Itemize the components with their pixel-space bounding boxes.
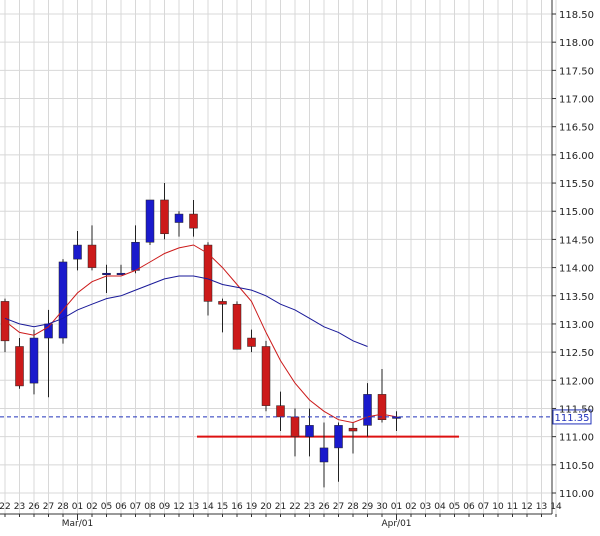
x-tick-label: 20 bbox=[260, 502, 272, 512]
x-tick-label: 15 bbox=[217, 502, 228, 512]
x-tick-label: 19 bbox=[246, 502, 258, 512]
x-tick-label: 07 bbox=[130, 502, 141, 512]
x-tick-label: 01 bbox=[72, 502, 83, 512]
candle-body bbox=[232, 303, 242, 350]
x-tick-label: 11 bbox=[507, 502, 518, 512]
y-tick-label: 115.50 bbox=[559, 179, 594, 190]
y-tick-label: 111.50 bbox=[559, 404, 594, 415]
x-tick-label: 06 bbox=[463, 502, 475, 512]
x-tick-label: 23 bbox=[14, 502, 25, 512]
candle-body bbox=[290, 416, 300, 437]
last-price-label: 111.35 bbox=[555, 413, 590, 424]
x-tick-label: 05 bbox=[449, 502, 460, 512]
x-tick-label: 29 bbox=[362, 502, 374, 512]
candle-body bbox=[247, 337, 256, 347]
x-tick-label: 26 bbox=[28, 502, 40, 512]
candle-body bbox=[189, 213, 198, 229]
x-tick-label: 09 bbox=[159, 502, 171, 512]
y-tick-label: 114.50 bbox=[559, 235, 594, 246]
candle-body bbox=[145, 199, 155, 243]
y-tick-label: 114.00 bbox=[559, 264, 594, 275]
x-tick-label: 13 bbox=[188, 502, 199, 512]
x-tick-label: 22 bbox=[0, 502, 11, 512]
tick-labels-group: 110.00 110.50 111.00 111.50 112.00 112.50 113.… bbox=[0, 10, 594, 529]
x-tick-label: 27 bbox=[333, 502, 344, 512]
x-tick-label: 06 bbox=[115, 502, 127, 512]
candle-body bbox=[58, 261, 68, 339]
candle-body bbox=[377, 394, 387, 420]
x-tick-label: 12 bbox=[173, 502, 184, 512]
x-tick-label: 30 bbox=[376, 502, 388, 512]
x-tick-label: 14 bbox=[202, 502, 214, 512]
y-tick-label: 111.00 bbox=[559, 433, 594, 444]
y-tick-label: 118.50 bbox=[559, 10, 594, 21]
y-tick-label: 112.50 bbox=[559, 348, 594, 359]
y-tick-label: 113.50 bbox=[559, 292, 594, 303]
candle-body bbox=[305, 425, 314, 437]
y-tick-label: 115.00 bbox=[559, 207, 594, 218]
candle-body bbox=[319, 447, 329, 463]
last-price-group: 111.35 bbox=[0, 409, 592, 425]
x-tick-label: 03 bbox=[420, 502, 431, 512]
candle-body bbox=[276, 405, 285, 418]
candles-group bbox=[0, 183, 401, 488]
y-tick-label: 112.00 bbox=[559, 376, 594, 387]
candle-body bbox=[392, 416, 401, 419]
slow-moving-average-line bbox=[4, 275, 368, 347]
month-label: Apr/01 bbox=[381, 519, 411, 529]
x-tick-label: 27 bbox=[43, 502, 54, 512]
candle-body bbox=[102, 272, 111, 275]
y-tick-label: 118.00 bbox=[559, 38, 594, 49]
x-tick-label: 16 bbox=[231, 502, 243, 512]
x-tick-label: 04 bbox=[434, 502, 446, 512]
y-tick-label: 117.00 bbox=[559, 95, 594, 106]
x-tick-label: 07 bbox=[478, 502, 489, 512]
moving-averages-group bbox=[4, 244, 397, 424]
x-tick-label: 05 bbox=[101, 502, 112, 512]
x-tick-label: 10 bbox=[492, 502, 504, 512]
candle-body bbox=[73, 244, 82, 260]
x-tick-label: 28 bbox=[57, 502, 69, 512]
y-tick-label: 110.00 bbox=[559, 489, 594, 500]
candle-body bbox=[131, 241, 140, 271]
x-tick-label: 28 bbox=[347, 502, 359, 512]
x-tick-label: 21 bbox=[275, 502, 286, 512]
x-tick-label: 22 bbox=[289, 502, 300, 512]
y-tick-label: 116.50 bbox=[559, 123, 594, 134]
fast-moving-average-line bbox=[4, 244, 397, 424]
x-tick-label: 13 bbox=[536, 502, 547, 512]
x-tick-label: 12 bbox=[521, 502, 532, 512]
y-tick-label: 113.00 bbox=[559, 320, 594, 331]
y-tick-label: 117.50 bbox=[559, 66, 594, 77]
candle-body bbox=[334, 425, 343, 449]
candle-body bbox=[15, 346, 24, 387]
axes-group bbox=[0, 0, 557, 520]
x-tick-label: 08 bbox=[144, 502, 156, 512]
candle-body bbox=[203, 244, 213, 302]
x-tick-label: 02 bbox=[405, 502, 416, 512]
candle-body bbox=[160, 199, 169, 235]
y-tick-label: 116.00 bbox=[559, 151, 594, 162]
candle-body bbox=[363, 394, 372, 426]
candle-body bbox=[29, 337, 39, 384]
candle-body bbox=[261, 346, 271, 406]
candle-body bbox=[87, 244, 97, 268]
candle-body bbox=[218, 301, 227, 305]
x-tick-label: 01 bbox=[391, 502, 402, 512]
x-tick-label: 23 bbox=[304, 502, 315, 512]
y-tick-label: 110.50 bbox=[559, 461, 594, 472]
x-tick-label: 14 bbox=[550, 502, 562, 512]
x-tick-label: 26 bbox=[318, 502, 330, 512]
last-price-box bbox=[552, 409, 592, 425]
month-label: Mar/01 bbox=[62, 519, 93, 529]
x-tick-label: 02 bbox=[86, 502, 97, 512]
candle-body bbox=[348, 427, 358, 432]
candle-body bbox=[174, 213, 184, 223]
